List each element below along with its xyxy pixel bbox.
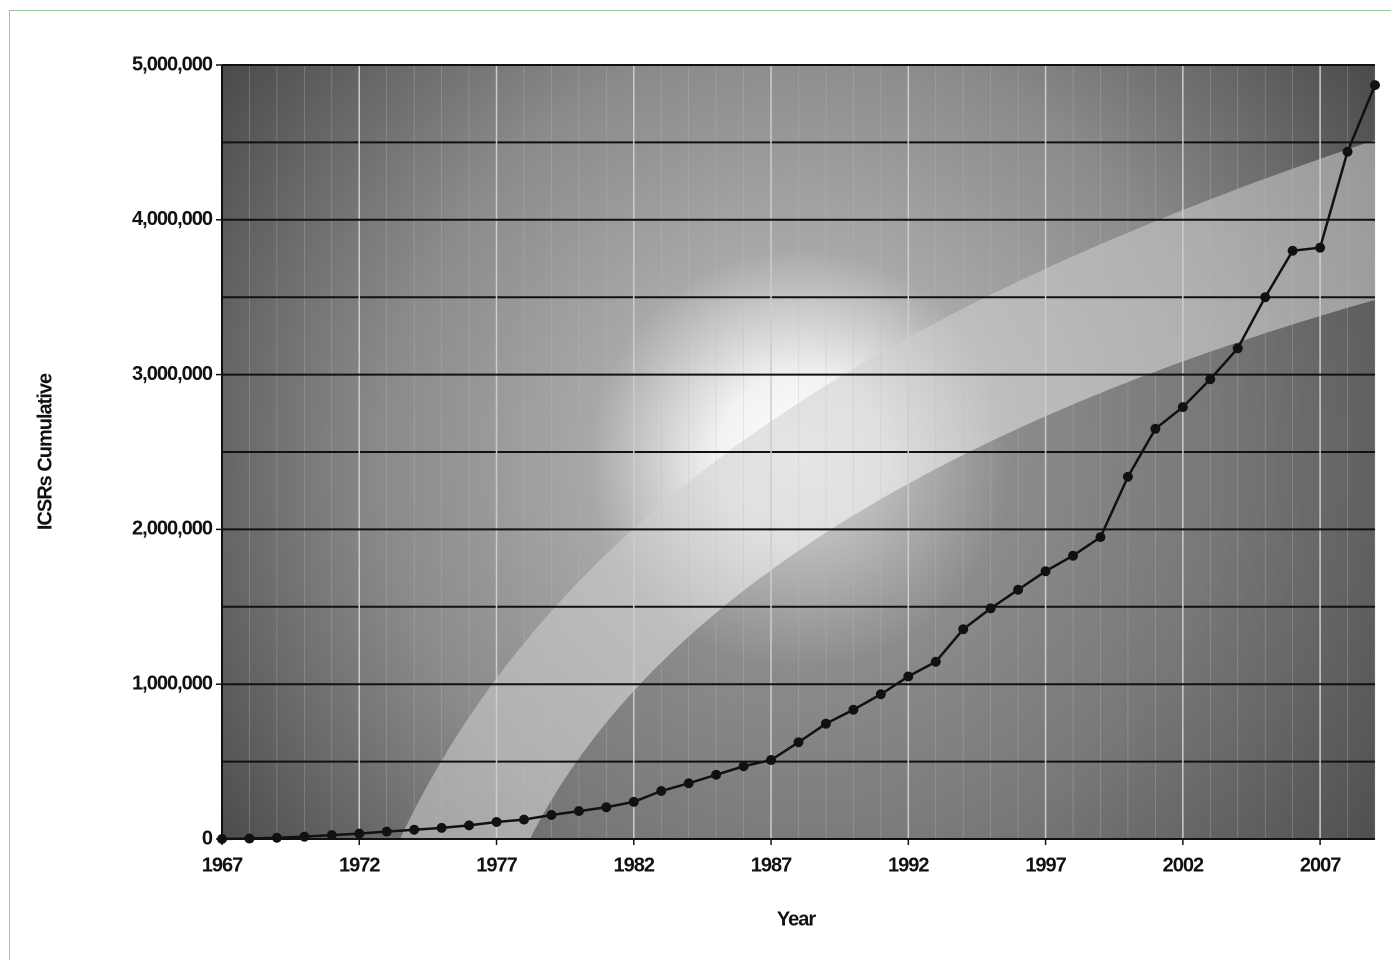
- data-point: [244, 833, 255, 844]
- data-point: [326, 830, 337, 841]
- data-point: [1122, 471, 1133, 482]
- data-point: [1287, 245, 1298, 256]
- y-tick-label: 5,000,000: [132, 53, 213, 75]
- background-band: [400, 140, 1375, 839]
- data-point: [848, 704, 859, 715]
- data-point: [683, 778, 694, 789]
- x-tick-label: 1992: [888, 854, 929, 876]
- frame: [9, 10, 1391, 960]
- data-point: [1150, 423, 1161, 434]
- data-point: [793, 737, 804, 748]
- data-point: [271, 832, 282, 843]
- data-point: [903, 671, 914, 682]
- data-point: [299, 831, 310, 842]
- x-tick-label: 2002: [1163, 854, 1204, 876]
- x-tick-label: 1997: [1025, 854, 1066, 876]
- data-point: [628, 796, 639, 807]
- data-point: [491, 816, 502, 827]
- data-point: [409, 824, 420, 835]
- data-point: [1342, 146, 1353, 157]
- x-axis-label: Year: [777, 908, 816, 930]
- grid: 1967 1972 1977 1982 1987 1992 1997 2002 2007 0 1,0…: [132, 53, 1376, 876]
- x-tick-label: 1977: [476, 854, 517, 876]
- data-point: [766, 755, 777, 766]
- data-point: [1013, 584, 1024, 595]
- y-tick-label: 0: [202, 827, 213, 849]
- data-point: [738, 761, 749, 772]
- background-shade: [530, 300, 1375, 839]
- data-point: [217, 834, 227, 844]
- data-point: [711, 769, 722, 780]
- y-tick-label: 2,000,000: [132, 518, 213, 540]
- data-point: [1177, 402, 1188, 413]
- x-tick-label: 1987: [751, 854, 792, 876]
- data-point: [958, 624, 969, 635]
- data-point: [1095, 532, 1106, 543]
- data-point: [930, 656, 941, 667]
- data-point: [436, 822, 447, 833]
- data-point: [1068, 550, 1079, 561]
- data-point: [820, 718, 831, 729]
- data-point: [985, 603, 996, 614]
- data-point: [546, 810, 557, 821]
- data-point: [381, 826, 392, 837]
- data-point: [354, 828, 365, 839]
- x-tick-label: 2007: [1300, 854, 1341, 876]
- x-tick-label: 1967: [202, 854, 243, 876]
- y-tick-label: 4,000,000: [132, 208, 213, 230]
- x-tick-label: 1982: [614, 854, 655, 876]
- plot: [217, 80, 1380, 844]
- data-point: [601, 802, 612, 813]
- data-point: [656, 786, 667, 797]
- data-point: [1040, 566, 1051, 577]
- data-point: [1315, 242, 1326, 253]
- data-point: [573, 806, 584, 817]
- data-point: [518, 814, 529, 825]
- data-point: [1260, 292, 1271, 303]
- data-point: [875, 689, 886, 700]
- data-point: [1232, 343, 1243, 354]
- data-point: [1370, 80, 1380, 91]
- data-point: [1205, 374, 1216, 385]
- y-axis-label: ICSRs Cumulative: [34, 373, 56, 530]
- x-tick-label: 1972: [339, 854, 380, 876]
- y-tick-label: 3,000,000: [132, 363, 213, 385]
- y-tick-label: 1,000,000: [132, 672, 213, 694]
- data-point: [464, 820, 475, 831]
